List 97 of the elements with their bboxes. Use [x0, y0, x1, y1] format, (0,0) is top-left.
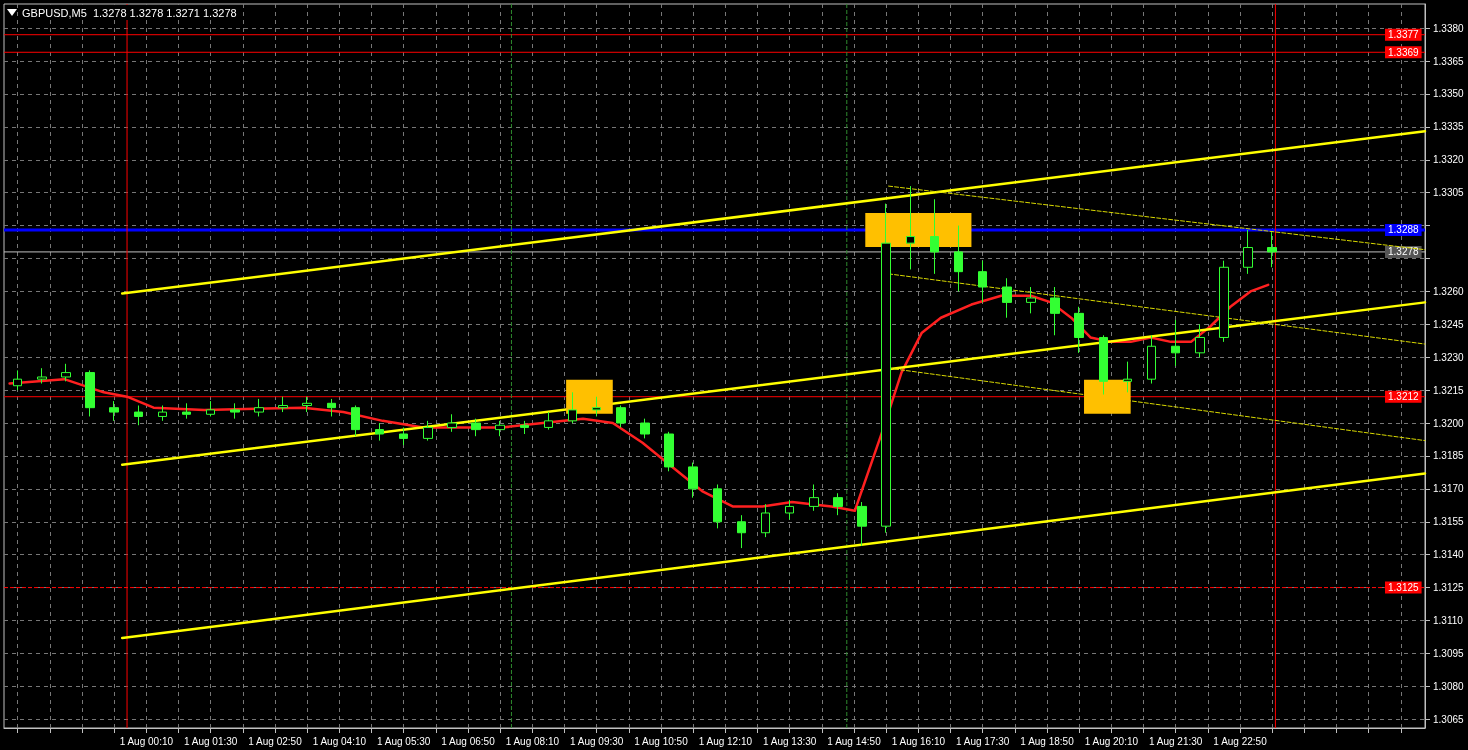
candlestick	[1074, 306, 1084, 354]
candlestick	[423, 420, 433, 442]
candlestick	[664, 431, 674, 472]
candlestick	[1026, 286, 1036, 314]
candlestick	[568, 391, 577, 424]
x-tick-label: 1 Aug 09:30	[569, 735, 624, 747]
candlestick	[713, 483, 722, 529]
x-tick-label: 1 Aug 08:10	[505, 735, 560, 747]
x-tick-label: 1 Aug 22:50	[1213, 735, 1268, 747]
candlestick	[109, 400, 119, 422]
y-tick-label: 1.3185	[1433, 450, 1465, 462]
candlestick	[1267, 231, 1277, 268]
candlestick	[302, 396, 312, 413]
x-tick-label: 1 Aug 18:50	[1020, 735, 1075, 747]
candlestick	[13, 369, 22, 391]
y-tick-label: 1.3380	[1433, 22, 1465, 34]
x-tick-label: 1 Aug 10:50	[634, 735, 689, 747]
candlestick	[737, 514, 746, 549]
x-tick-label: 1 Aug 16:10	[891, 735, 946, 747]
y-tick-label: 1.3215	[1433, 384, 1465, 396]
candlestick	[1195, 323, 1205, 358]
candlestick	[520, 420, 529, 435]
candlestick	[906, 185, 915, 270]
candlestick	[134, 404, 143, 426]
ref-line-label: 1.3212	[1388, 391, 1420, 403]
candlestick	[954, 225, 963, 292]
candlestick	[278, 396, 288, 413]
y-tick-label: 1.3200	[1433, 417, 1465, 429]
candlestick	[1123, 361, 1132, 393]
candlestick	[857, 501, 867, 547]
y-tick-label: 1.3350	[1433, 88, 1465, 100]
candlestick	[37, 367, 47, 385]
y-tick-label: 1.3095	[1433, 647, 1465, 659]
candlestick	[785, 499, 794, 521]
candlestick	[640, 418, 650, 439]
candlestick	[1002, 277, 1012, 319]
candlestick	[833, 492, 843, 516]
candlestick	[544, 411, 553, 431]
x-tick-label: 1 Aug 02:50	[248, 735, 303, 747]
candlestick	[1147, 334, 1156, 385]
y-tick-label: 1.3320	[1433, 154, 1465, 166]
candlestick	[230, 402, 240, 420]
x-tick-label: 1 Aug 13:30	[763, 735, 817, 747]
candlestick	[182, 402, 191, 420]
x-tick-label: 1 Aug 21:30	[1149, 735, 1203, 747]
x-tick-label: 1 Aug 04:10	[312, 735, 367, 747]
x-tick-label: 1 Aug 20:10	[1084, 735, 1139, 747]
candlestick	[85, 369, 95, 417]
candlestick	[1219, 260, 1229, 343]
candlestick	[1243, 229, 1253, 275]
candlestick	[930, 198, 939, 275]
candlestick	[327, 398, 336, 417]
y-tick-label: 1.3335	[1433, 121, 1465, 133]
y-tick-label: 1.3305	[1433, 187, 1465, 199]
ref-line-label: 1.3369	[1388, 46, 1420, 58]
x-tick-label: 1 Aug 14:50	[827, 735, 882, 747]
candlestick	[254, 398, 264, 417]
candlestick	[761, 503, 770, 538]
candlestick	[351, 404, 360, 437]
candlestick	[616, 404, 626, 428]
candlestick	[1171, 319, 1180, 367]
candlestick	[158, 404, 167, 422]
y-tick-label: 1.3125	[1433, 582, 1465, 594]
ref-line-label: 1.3288	[1388, 224, 1420, 236]
x-tick-label: 1 Aug 06:50	[441, 735, 496, 747]
chart-title: GBPUSD,M5 1.3278 1.3278 1.3271 1.3278	[22, 6, 237, 19]
y-tick-label: 1.3260	[1433, 285, 1465, 297]
x-tick-label: 1 Aug 01:30	[183, 735, 238, 747]
candlestick	[61, 363, 71, 382]
x-tick-label: 1 Aug 05:30	[376, 735, 431, 747]
candlestick	[375, 422, 384, 442]
y-tick-label: 1.3110	[1433, 615, 1464, 626]
y-tick-label: 1.3365	[1433, 55, 1465, 67]
x-tick-label: 1 Aug 12:10	[698, 735, 753, 747]
candlestick	[471, 418, 481, 437]
ref-line-label: 1.3377	[1388, 29, 1420, 41]
y-tick-label: 1.3140	[1433, 549, 1465, 561]
candlestick	[447, 413, 457, 433]
y-tick-label: 1.3245	[1433, 318, 1465, 330]
candlestick	[1099, 334, 1108, 396]
candlestick	[978, 260, 987, 303]
y-tick-label: 1.3155	[1433, 516, 1465, 528]
candlestick	[809, 483, 819, 512]
ref-line-label: 1.3125	[1388, 582, 1420, 594]
y-tick-label: 1.3080	[1433, 680, 1465, 692]
ref-line-label: 1.3278	[1388, 246, 1420, 258]
y-tick-label: 1.3170	[1433, 483, 1465, 495]
candlestick	[592, 396, 601, 417]
candlestick	[399, 426, 408, 446]
y-tick-label: 1.3065	[1433, 713, 1465, 725]
x-tick-label: 1 Aug 17:30	[956, 735, 1010, 747]
candlestick	[1050, 286, 1060, 336]
candlestick	[688, 462, 698, 499]
y-tick-label: 1.3230	[1433, 351, 1465, 363]
candlestick	[206, 400, 215, 417]
candlestick	[495, 420, 505, 437]
x-tick-label: 1 Aug 00:10	[119, 735, 174, 747]
